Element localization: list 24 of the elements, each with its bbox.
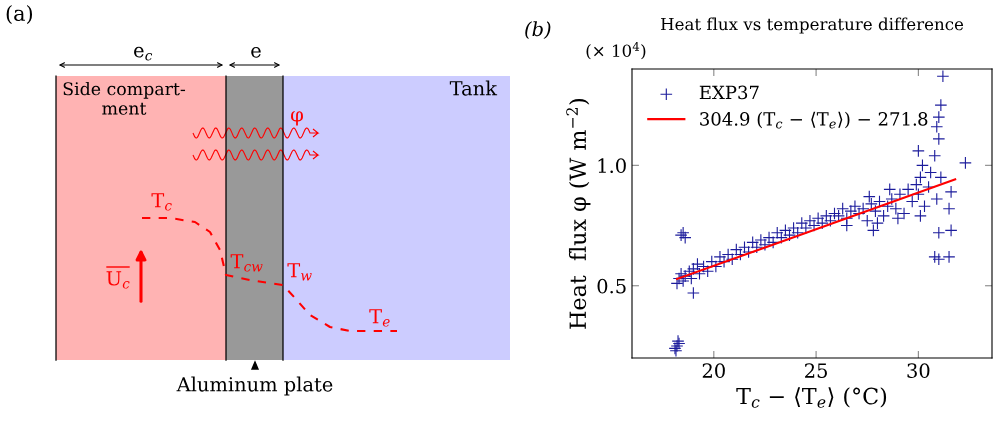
text: T$_{e}$ (369, 309, 390, 327)
text: e (251, 47, 261, 58)
text: (× 10$^{4}$) (586, 42, 646, 60)
text: φ (291, 111, 303, 126)
x-tick-label: 30 (907, 363, 930, 378)
text: Side compart- ment (63, 81, 186, 115)
text: Aluminum plate (176, 376, 333, 396)
text: e$_{c}$ (134, 46, 153, 61)
y-tick-label: 1.0 (598, 158, 626, 173)
y-axis-title: Heat flux φ (W m$^{−2}$) (566, 98, 591, 329)
text: T$_{w}$ (287, 263, 312, 281)
chart-title: Heat flux vs temperature difference (660, 17, 964, 34)
x-tick-label: 20 (702, 363, 725, 378)
text: T$_{c}$ (151, 193, 172, 211)
legend-label: EXP37 (699, 85, 759, 100)
x-tick-label: 25 (805, 363, 827, 378)
text: (b) (525, 21, 551, 40)
legend-label: 304.9 (T$_{c}$ − ⟨T$_{e}$⟩) − 271.8 (700, 111, 928, 129)
y-tick-label: 0.5 (597, 278, 626, 294)
x-axis-title: T$_{c}$ − ⟨T$_{e}$⟩ (°C) (736, 387, 887, 408)
text: T$_{cw}$ (230, 254, 263, 272)
text: U$_{c}$ (106, 271, 130, 289)
text: Tank (449, 80, 498, 96)
text: (a) (6, 4, 33, 24)
